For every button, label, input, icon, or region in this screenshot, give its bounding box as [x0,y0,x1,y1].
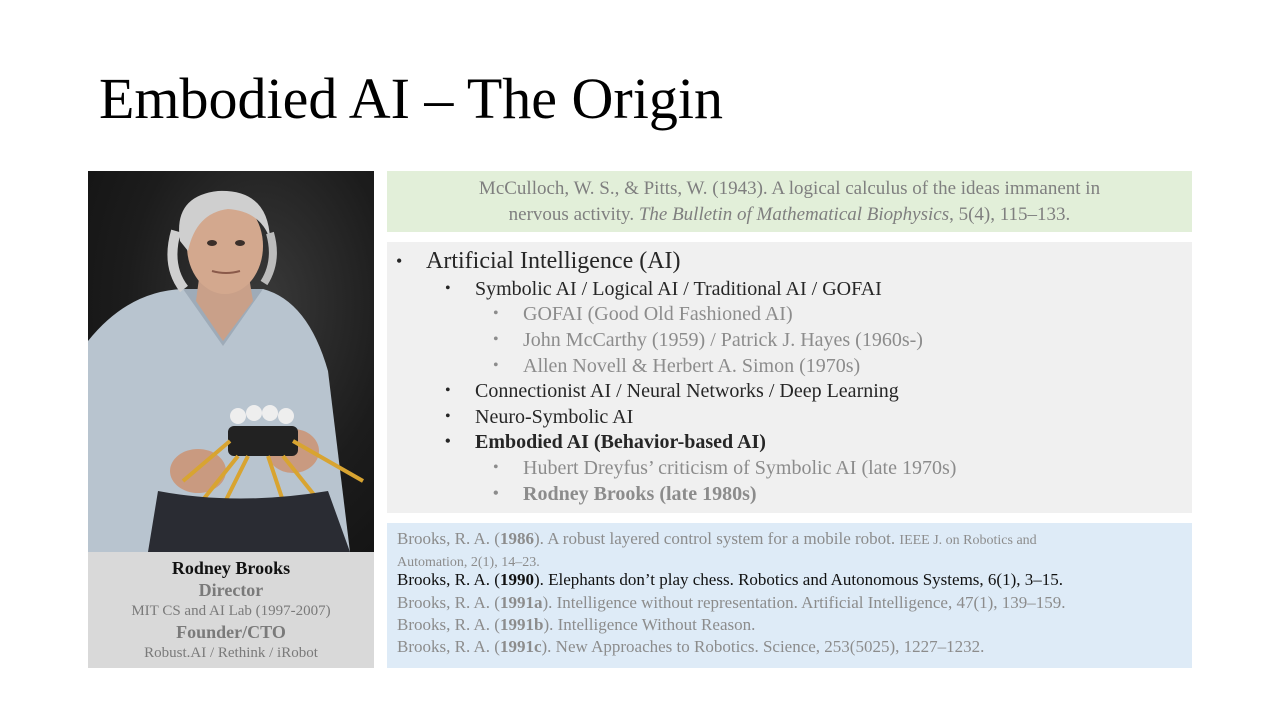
bullet-icon: • [445,280,451,297]
list-item-text: Neuro-Symbolic AI [475,406,634,428]
list-item-text: Artificial Intelligence (AI) [426,248,681,274]
ref-title: ). Intelligence Without Reason. [543,615,756,634]
citation-volume: , 5(4), 115–133. [949,204,1071,225]
list-item-text: Symbolic AI / Logical AI / Traditional A… [475,278,882,300]
citation-line-1: McCulloch, W. S., & Pitts, W. (1943). A … [478,178,1101,199]
list-item: • Hubert Dreyfus’ criticism of Symbolic A… [493,457,957,480]
reference-item: Brooks, R. A. (1990). Elephants don’t pl… [397,570,1063,590]
bullet-icon: • [445,382,451,399]
list-item-text: Connectionist AI / Neural Networks / Dee… [475,380,899,402]
slide-title: Embodied AI – The Origin [99,66,723,131]
bullet-icon: • [493,331,499,348]
ref-author: Brooks, R. A. ( [397,593,500,612]
list-item-text: Embodied AI (Behavior-based AI) [475,431,766,453]
list-item: • GOFAI (Good Old Fashioned AI) [493,303,793,326]
bullet-icon: • [445,433,451,450]
reference-item: Brooks, R. A. (1991c). New Approaches to… [397,637,984,657]
ref-year: 1991b [499,615,544,634]
topics-bullet-list: • Artificial Intelligence (AI) • Symbolic … [387,242,1192,513]
role-founder: Founder/CTO [176,622,286,642]
ref-author: Brooks, R. A. ( [397,570,500,589]
bullet-icon: • [445,408,451,425]
portrait-photo [88,171,374,552]
ref-author: Brooks, R. A. ( [397,637,500,656]
ref-author: Brooks, R. A. ( [397,529,500,548]
reference-item: Brooks, R. A. (1986). A robust layered c… [397,529,1037,549]
person-name: Rodney Brooks [171,558,291,578]
citation-text: nervous activity. [508,204,639,225]
ref-journal-cont: Automation, 2(1), 14–23. [397,555,540,570]
references-box: Brooks, R. A. (1986). A robust layered c… [387,523,1192,668]
list-item: • Symbolic AI / Logical AI / Traditional … [445,278,882,301]
bullet-icon: • [493,305,499,322]
org-companies: Robust.AI / Rethink / iRobot [144,645,318,661]
ref-author: Brooks, R. A. ( [397,615,500,634]
portrait-caption: Rodney Brooks Director MIT CS and AI Lab… [88,552,374,668]
list-item: • Neuro-Symbolic AI [445,406,634,429]
org-mit: MIT CS and AI Lab (1997-2007) [131,603,331,619]
citation-journal: The Bulletin of Mathematical Biophysics [638,204,950,225]
ref-journal: IEEE J. on Robotics and [899,533,1037,548]
reference-item: Brooks, R. A. (1991a). Intelligence with… [397,593,1066,613]
list-item-text: John McCarthy (1959) / Patrick J. Hayes … [523,329,923,351]
citation-line-2: nervous activity. The Bulletin of Mathem… [387,202,1192,228]
bullet-icon: • [493,485,499,502]
list-item-text: Hubert Dreyfus’ criticism of Symbolic AI… [523,457,957,479]
citation-box: McCulloch, W. S., & Pitts, W. (1943). A … [387,171,1192,232]
bullet-icon: • [493,459,499,476]
bullet-icon: • [396,251,403,271]
list-item: • Connectionist AI / Neural Networks / De… [445,380,899,403]
list-item-text: Rodney Brooks (late 1980s) [523,483,757,505]
list-item: • Embodied AI (Behavior-based AI) [445,431,766,454]
list-item: • Artificial Intelligence (AI) [396,248,681,275]
list-item: • John McCarthy (1959) / Patrick J. Hayes… [493,329,923,352]
list-item: • Rodney Brooks (late 1980s) [493,483,757,506]
ref-title: ). A robust layered control system for a… [533,529,900,548]
ref-year: 1991c [499,637,542,656]
ref-title: ). Elephants don’t play chess. Robotics … [533,570,1063,589]
list-item: • Allen Novell & Herbert A. Simon (1970s) [493,355,861,378]
ref-title: ). New Approaches to Robotics. Science, … [541,637,985,656]
reference-item-cont: Automation, 2(1), 14–23. [397,551,540,571]
ref-title: ). Intelligence without representation. … [542,593,1066,612]
ref-year: 1990 [499,570,534,589]
bullet-icon: • [493,357,499,374]
list-item-text: Allen Novell & Herbert A. Simon (1970s) [523,355,861,377]
role-director: Director [198,580,264,600]
ref-year: 1986 [499,529,534,548]
reference-item: Brooks, R. A. (1991b). Intelligence With… [397,615,755,635]
ref-year: 1991a [499,593,543,612]
list-item-text: GOFAI (Good Old Fashioned AI) [523,303,793,325]
